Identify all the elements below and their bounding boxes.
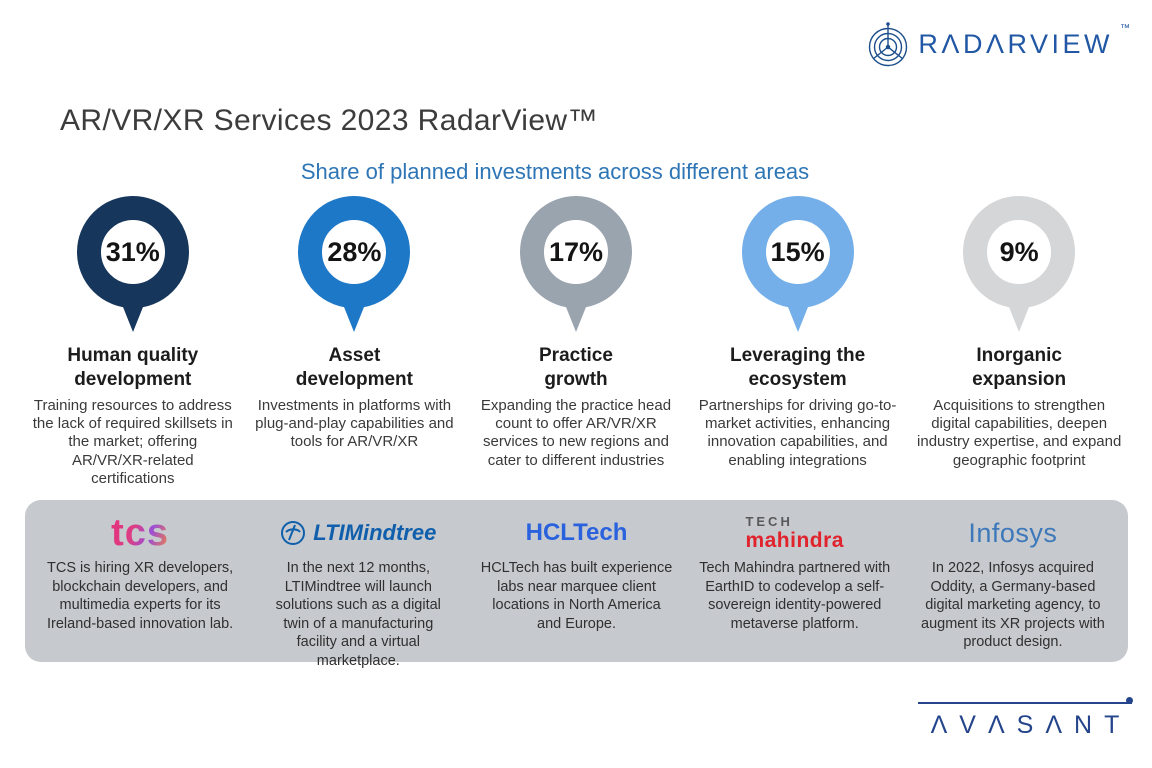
avasant-logo-line bbox=[918, 697, 1133, 704]
area-percent: 28% bbox=[327, 236, 382, 267]
pin-marker: 28% bbox=[252, 196, 458, 332]
pin-tail bbox=[785, 302, 810, 332]
area-description: Acquisitions to strengthen digital capab… bbox=[917, 396, 1122, 469]
investment-areas: 31% Human quality development Training r… bbox=[22, 196, 1130, 488]
radarview-wordmark: RΛDΛRVIEW bbox=[918, 28, 1113, 59]
area-percent: 15% bbox=[770, 236, 825, 267]
pin-marker: 17% bbox=[473, 196, 679, 332]
tech-mahindra-logo: TECH mahindra bbox=[698, 512, 892, 554]
infosys-logo: Infosys bbox=[916, 512, 1110, 554]
pin-ring: 15% bbox=[741, 196, 854, 308]
pin-ring: 28% bbox=[298, 196, 411, 308]
pin-marker: 15% bbox=[695, 196, 901, 332]
pin-tail bbox=[342, 302, 367, 332]
pin-tail bbox=[563, 302, 588, 332]
area-percent: 31% bbox=[105, 236, 160, 267]
radarview-logo: RΛDΛRVIEW ™ bbox=[865, 20, 1130, 68]
area-description: Investments in platforms with plug-and-p… bbox=[255, 396, 454, 451]
ltimindtree-logo: LTIMindtree bbox=[261, 512, 455, 554]
area-asset-development: 28% Asset development Investments in pla… bbox=[244, 196, 466, 488]
radar-icon bbox=[869, 22, 908, 67]
area-title: Human quality development bbox=[67, 345, 199, 390]
page-title: AR/VR/XR Services 2023 RadarView™ bbox=[60, 104, 598, 138]
avasant-wordmark: ΛVΛSΛNT bbox=[930, 711, 1132, 739]
chart-subtitle: Share of planned investments across diff… bbox=[300, 159, 810, 184]
provider-card-tech-mahindra: TECH mahindra Tech Mahindra partnered wi… bbox=[686, 512, 904, 652]
provider-card-infosys: Infosys In 2022, Infosys acquired Oddity… bbox=[904, 512, 1122, 652]
radarview-trademark: ™ bbox=[1120, 23, 1130, 34]
hcltech-wordmark: HCLTech bbox=[525, 519, 628, 546]
pin-tail bbox=[1007, 302, 1032, 332]
lt-icon bbox=[281, 521, 306, 545]
tech-mahindra-wordmark-top: TECH bbox=[745, 514, 793, 529]
area-description: Expanding the practice head count to off… bbox=[480, 396, 672, 469]
area-percent: 17% bbox=[548, 236, 603, 267]
provider-text: In 2022, Infosys acquired Oddity, a Germ… bbox=[921, 560, 1105, 651]
area-human-quality-development: 31% Human quality development Training r… bbox=[22, 196, 244, 488]
pin-ring: 31% bbox=[76, 196, 189, 308]
provider-card-hcltech: HCLTech HCLTech has built experience lab… bbox=[467, 512, 685, 652]
provider-panel: tcs TCS is hiring XR developers, blockch… bbox=[25, 500, 1128, 669]
provider-text: Tech Mahindra partnered with EarthID to … bbox=[699, 560, 891, 632]
provider-card-tcs: tcs TCS is hiring XR developers, blockch… bbox=[31, 512, 249, 652]
tech-mahindra-wordmark-bottom: mahindra bbox=[745, 529, 844, 552]
area-title: Asset development bbox=[295, 345, 413, 390]
pin-ring: 9% bbox=[963, 196, 1076, 308]
pin-marker: 31% bbox=[30, 196, 236, 332]
area-description: Partnerships for driving go-to-market ac… bbox=[698, 396, 897, 469]
area-percent: 9% bbox=[999, 236, 1039, 267]
pin-ring: 17% bbox=[519, 196, 632, 308]
area-title: Inorganic expansion bbox=[972, 345, 1067, 390]
provider-card-ltimindtree: LTIMindtree In the next 12 months, LTIMi… bbox=[249, 512, 467, 669]
provider-text: In the next 12 months, LTIMindtree will … bbox=[275, 560, 441, 669]
area-title: Practice growth bbox=[539, 345, 613, 390]
area-leveraging-the-ecosystem: 15% Leveraging the ecosystem Partnership… bbox=[687, 196, 909, 488]
pin-marker: 9% bbox=[916, 196, 1122, 332]
provider-text: TCS is hiring XR developers, blockchain … bbox=[46, 560, 234, 632]
provider-text: HCLTech has built experience labs near m… bbox=[480, 560, 673, 632]
tcs-wordmark: tcs bbox=[111, 512, 170, 554]
area-practice-growth: 17% Practice growth Expanding the practi… bbox=[465, 196, 687, 488]
area-title: Leveraging the ecosystem bbox=[730, 345, 866, 390]
ltimindtree-wordmark: LTIMindtree bbox=[313, 520, 437, 545]
hcltech-logo: HCLTech bbox=[479, 512, 673, 554]
infosys-wordmark: Infosys bbox=[968, 517, 1058, 548]
area-inorganic-expansion: 9% Inorganic expansion Acquisitions to s… bbox=[908, 196, 1130, 488]
area-description: Training resources to address the lack o… bbox=[32, 396, 233, 488]
tcs-logo: tcs bbox=[43, 512, 237, 554]
pin-tail bbox=[120, 302, 145, 332]
avasant-logo: ΛVΛSΛNT bbox=[918, 697, 1133, 738]
avasant-logo-dot bbox=[1126, 697, 1133, 704]
